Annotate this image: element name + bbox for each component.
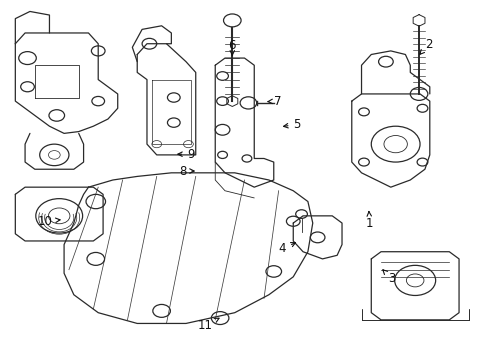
Text: 9: 9 bbox=[178, 148, 194, 161]
Text: 8: 8 bbox=[179, 165, 194, 177]
Text: 1: 1 bbox=[366, 211, 373, 230]
Text: 7: 7 bbox=[267, 95, 281, 108]
Text: 4: 4 bbox=[278, 242, 295, 255]
Text: 11: 11 bbox=[198, 318, 219, 332]
Text: 6: 6 bbox=[228, 39, 236, 55]
Text: 5: 5 bbox=[283, 118, 300, 131]
Text: 10: 10 bbox=[38, 215, 60, 228]
Text: 2: 2 bbox=[419, 38, 432, 54]
Text: 3: 3 bbox=[382, 270, 395, 285]
